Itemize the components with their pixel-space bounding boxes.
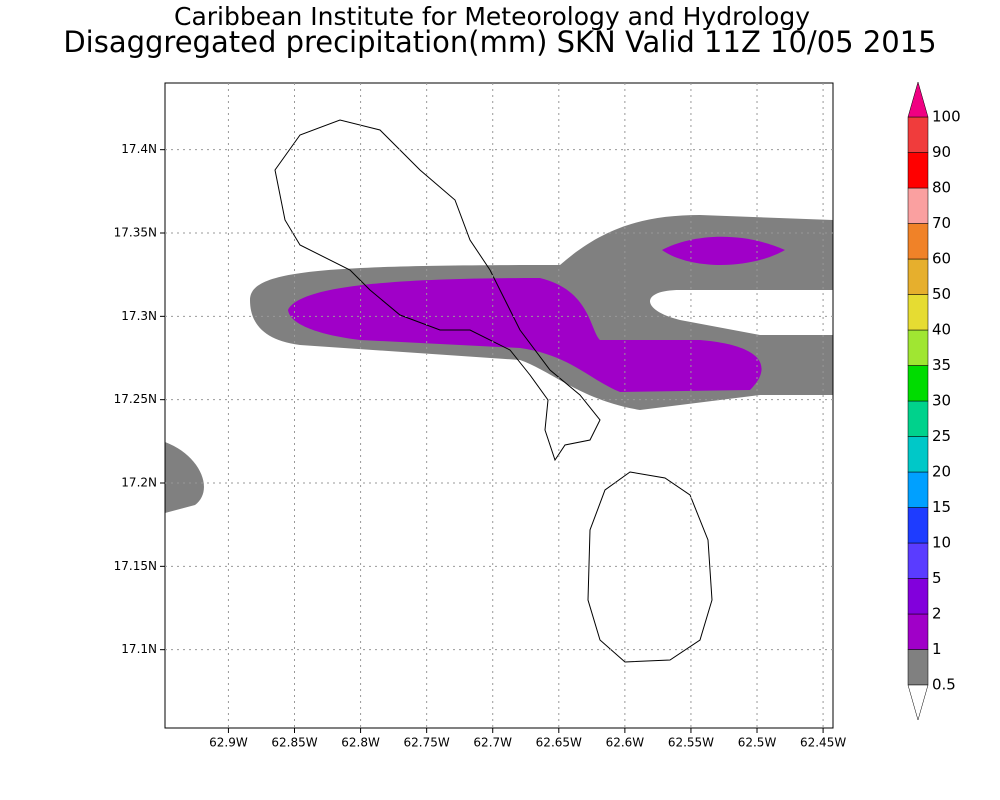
colorbar-box xyxy=(907,542,929,579)
colorbar-label: 25 xyxy=(932,427,951,445)
colorbar-box xyxy=(907,471,929,508)
colorbar-label: 20 xyxy=(932,463,951,481)
y-tick-label: 17.25N xyxy=(114,392,157,406)
colorbar-label: 5 xyxy=(932,569,942,587)
colorbar-label: 50 xyxy=(932,285,951,303)
x-tick-label: 62.8W xyxy=(341,736,380,750)
colorbar-box xyxy=(907,400,929,437)
colorbar-label: 40 xyxy=(932,321,951,339)
x-tick-label: 62.5W xyxy=(738,736,777,750)
colorbar-label: 2 xyxy=(932,605,942,623)
colorbar-label: 1 xyxy=(932,640,942,658)
contour-gray xyxy=(165,442,204,513)
colorbar-label: 10 xyxy=(932,534,951,552)
colorbar-box xyxy=(907,365,929,402)
colorbar-label: 60 xyxy=(932,250,951,268)
colorbar-box xyxy=(907,152,929,189)
colorbar-box xyxy=(907,578,929,615)
colorbar-label: 30 xyxy=(932,392,951,410)
subtitle: Disaggregated precipitation(mm) SKN Vali… xyxy=(63,25,936,59)
colorbar-box xyxy=(907,329,929,366)
colorbar-box xyxy=(907,613,929,650)
contour-purple xyxy=(288,278,762,392)
title: Caribbean Institute for Meteorology and … xyxy=(174,2,810,31)
map-frame xyxy=(164,82,834,729)
colorbar-label: 35 xyxy=(932,356,951,374)
island-st-kitts xyxy=(274,119,601,462)
colorbar-box xyxy=(907,507,929,544)
colorbar-over xyxy=(907,81,929,118)
y-tick-label: 17.15N xyxy=(114,559,157,573)
colorbar-label: 100 xyxy=(932,108,961,126)
x-tick-label: 62.75W xyxy=(404,736,450,750)
y-tick-label: 17.2N xyxy=(121,476,157,490)
island-nevis xyxy=(587,471,713,663)
colorbar-under xyxy=(907,684,929,721)
colorbar-label: 80 xyxy=(932,179,951,197)
colorbar-label: 70 xyxy=(932,214,951,232)
colorbar-box xyxy=(907,116,929,153)
colorbar-box xyxy=(907,258,929,295)
y-tick-label: 17.35N xyxy=(114,226,157,240)
y-tick-label: 17.1N xyxy=(121,642,157,656)
x-tick-label: 62.45W xyxy=(800,736,846,750)
colorbar-label: 90 xyxy=(932,143,951,161)
field xyxy=(165,119,833,663)
colorbar-box xyxy=(907,294,929,331)
x-tick-label: 62.7W xyxy=(473,736,512,750)
colorbar-label: 0.5 xyxy=(932,676,956,694)
colorbar-label: 15 xyxy=(932,498,951,516)
x-tick-label: 62.9W xyxy=(209,736,248,750)
x-tick-label: 62.55W xyxy=(668,736,714,750)
x-tick-label: 62.85W xyxy=(271,736,317,750)
y-tick-label: 17.4N xyxy=(121,142,157,156)
y-tick-label: 17.3N xyxy=(121,309,157,323)
colorbar-box xyxy=(907,187,929,224)
contour-purple xyxy=(662,236,785,265)
colorbar-box xyxy=(907,436,929,473)
x-tick-label: 62.65W xyxy=(536,736,582,750)
colorbar-box xyxy=(907,649,929,686)
colorbar-box xyxy=(907,223,929,260)
x-tick-label: 62.6W xyxy=(606,736,645,750)
